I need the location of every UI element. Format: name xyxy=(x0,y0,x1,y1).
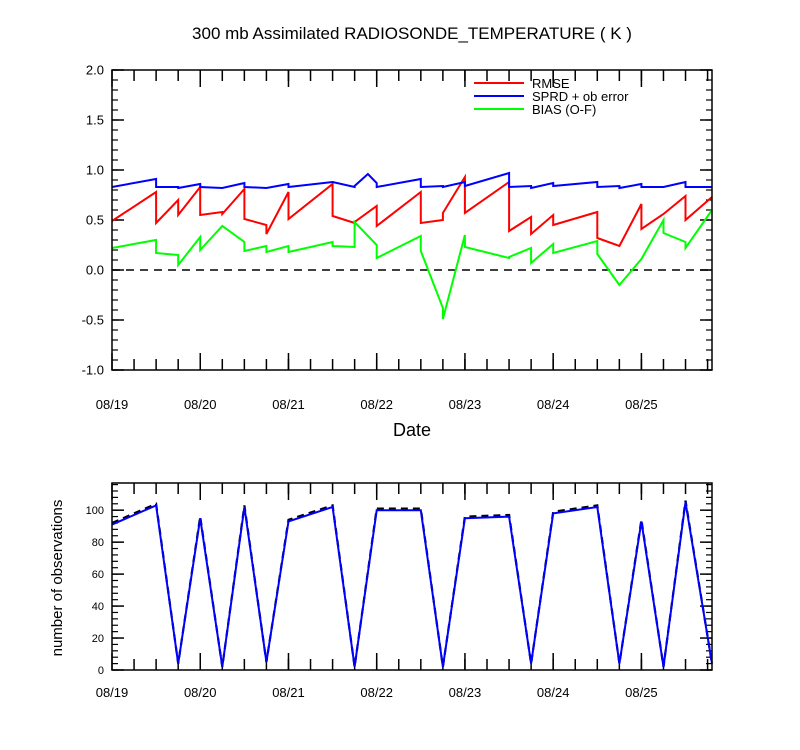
y-tick-label: 1.0 xyxy=(86,163,104,178)
series-line-observations xyxy=(111,502,713,667)
series-line-bias-o-f xyxy=(111,209,713,320)
x-tick-label: 08/24 xyxy=(537,685,570,700)
y-tick-label: 0 xyxy=(98,665,104,677)
y-tick-label: -1.0 xyxy=(82,363,104,378)
y-tick-label: 100 xyxy=(86,505,104,517)
legend-label-sprd-ob-error: SPRD + ob error xyxy=(532,89,629,104)
chart-panel-2: 0 20 40 60 80 100 08/19 08/20 08/21 08/22 08/23 08/… xyxy=(86,482,714,700)
y-axis-label: number of observations xyxy=(49,500,66,657)
x-tick-label: 08/19 xyxy=(96,685,129,700)
x-tick-label: 08/24 xyxy=(537,397,570,412)
x-tick-label: 08/25 xyxy=(625,685,658,700)
x-tick-label: 08/23 xyxy=(449,397,482,412)
y-tick-label: 20 xyxy=(92,633,104,645)
y-tick-label: 0.5 xyxy=(86,213,104,228)
y-tick-label: 40 xyxy=(92,601,104,613)
x-tick-label: 08/21 xyxy=(272,685,305,700)
y-tick-label: 80 xyxy=(92,537,104,549)
x-tick-label: 08/19 xyxy=(96,397,129,412)
y-tick-label: -0.5 xyxy=(82,313,104,328)
x-tick-label: 08/22 xyxy=(360,397,393,412)
x-tick-label: 08/21 xyxy=(272,397,305,412)
plot-frame xyxy=(111,482,713,671)
y-tick-label: 2.0 xyxy=(86,63,104,78)
plot-frame xyxy=(111,69,713,371)
y-tick-label: 60 xyxy=(92,569,104,581)
series-line-sprd-ob-error xyxy=(111,171,712,190)
series-line-rmse xyxy=(111,173,713,248)
x-tick-label: 08/20 xyxy=(184,685,217,700)
chart-panel-1: -1.0 -0.5 0.0 0.5 1.0 1.5 2.0 08/19 08/20 08/21 08… xyxy=(82,63,713,412)
legend-label-rmse: RMSE xyxy=(532,76,570,91)
legend-label-bias-o-f: BIAS (O-F) xyxy=(532,102,596,117)
x-tick-label: 08/25 xyxy=(625,397,658,412)
chart-title: 300 mb Assimilated RADIOSONDE_TEMPERATUR… xyxy=(192,24,632,43)
x-axis-label: Date xyxy=(393,420,431,440)
x-tick-label: 08/23 xyxy=(449,685,482,700)
x-tick-label: 08/20 xyxy=(184,397,217,412)
x-tick-label: 08/22 xyxy=(360,685,393,700)
y-tick-label: 0.0 xyxy=(86,263,104,278)
y-tick-label: 1.5 xyxy=(86,113,104,128)
